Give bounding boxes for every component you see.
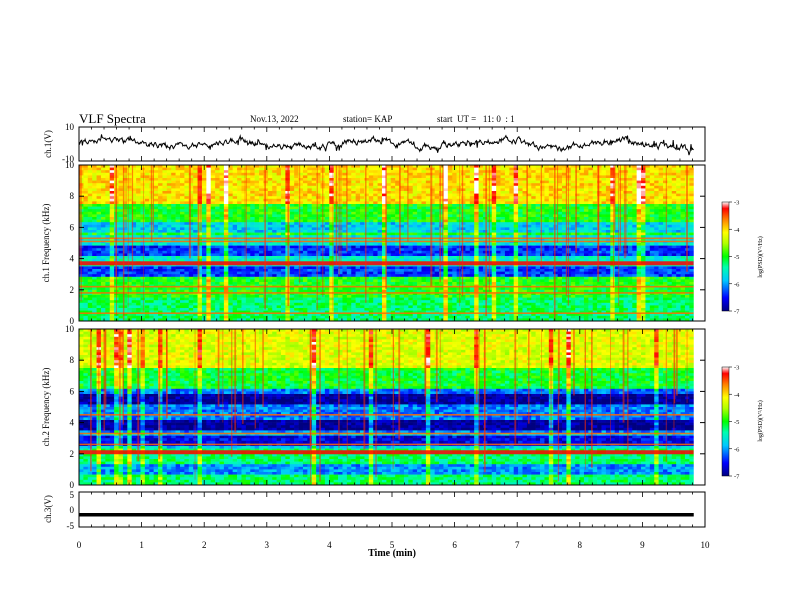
ch1-waveform-panel: 10 -10 ch.1(V) bbox=[43, 122, 706, 164]
ch1-ytick-bottom: -10 bbox=[62, 154, 74, 164]
station-label: station= KAP bbox=[343, 114, 393, 124]
ch1-waveform-trace bbox=[78, 134, 694, 156]
time-axis-label: Time (min) bbox=[368, 548, 416, 559]
colorbar-tick-label: -6 bbox=[734, 281, 740, 288]
time-tick-label: 5 bbox=[390, 540, 395, 550]
freq-tick-label: 2 bbox=[70, 449, 75, 459]
ch1-colorbar: -3 -4 -5 -6 -7 log(PSD)(V²/Hz) bbox=[721, 200, 764, 316]
time-tick-label: 1 bbox=[139, 540, 144, 550]
chart-title: VLF Spectra bbox=[79, 111, 146, 126]
ch2-spectrogram-panel: 0 2 4 6 8 10 ch.2 Frequency (kHz) bbox=[41, 324, 706, 490]
ch1-colorbar-label: log(PSD)(V²/Hz) bbox=[757, 236, 764, 277]
colorbar-tick-label: -4 bbox=[734, 227, 740, 234]
ch3-waveform-trace bbox=[79, 513, 694, 517]
ch3-ytick-bottom: -5 bbox=[67, 521, 75, 531]
colorbar-tick-label: -5 bbox=[734, 419, 739, 426]
freq-tick-label: 2 bbox=[70, 285, 75, 295]
ch2-spectrogram-ylabel: ch.2 Frequency (kHz) bbox=[41, 368, 51, 447]
time-tick-label: 9 bbox=[640, 540, 645, 550]
freq-tick-label: 0 bbox=[70, 316, 75, 326]
freq-tick-label: 4 bbox=[70, 254, 75, 264]
colorbar-tick-label: -6 bbox=[734, 446, 740, 453]
freq-tick-label: 10 bbox=[65, 160, 75, 170]
time-tick-label: 7 bbox=[515, 540, 520, 550]
ch1-freq-ticks: 0 2 4 6 8 10 bbox=[65, 160, 705, 326]
freq-tick-label: 0 bbox=[70, 480, 75, 490]
ch2-colorbar: -3 -4 -5 -6 -7 log(PSD)(V²/Hz) bbox=[721, 365, 764, 481]
colorbar-tick-label: -7 bbox=[734, 309, 740, 316]
ch2-colorbar-label: log(PSD)(V²/Hz) bbox=[757, 400, 764, 441]
colorbar-tick-label: -4 bbox=[734, 392, 740, 399]
colorbar-tick-label: -5 bbox=[734, 254, 739, 261]
freq-tick-label: 6 bbox=[70, 386, 75, 396]
time-tick-label: 4 bbox=[327, 540, 332, 550]
freq-tick-label: 4 bbox=[70, 418, 75, 428]
time-tick-label: 2 bbox=[202, 540, 207, 550]
freq-tick-label: 10 bbox=[65, 324, 75, 334]
freq-tick-label: 6 bbox=[70, 222, 75, 232]
time-tick-label: 3 bbox=[265, 540, 270, 550]
ch3-waveform-ylabel: ch.3(V) bbox=[43, 495, 53, 523]
ch3-ytick-top: 5 bbox=[70, 490, 75, 500]
colorbar-tick-label: -3 bbox=[734, 365, 739, 372]
ch3-waveform-panel: 5 0 -5 ch.3(V) bbox=[43, 490, 706, 531]
ch1-spectrogram-panel: 0 2 4 6 8 10 ch.1 Frequency (kHz) bbox=[41, 160, 706, 326]
time-tick-label: 0 bbox=[77, 540, 82, 550]
colorbar-tick-label: -3 bbox=[734, 200, 739, 207]
time-axis-ticks: 0 1 2 3 4 5 6 7 8 9 10 bbox=[77, 127, 710, 550]
ch1-waveform-ylabel: ch.1(V) bbox=[43, 130, 53, 158]
time-tick-label: 10 bbox=[701, 540, 711, 550]
time-tick-label: 8 bbox=[578, 540, 583, 550]
start-ut-label: start UT = 11: 0 : 1 bbox=[437, 114, 515, 124]
date-label: Nov.13, 2022 bbox=[250, 114, 299, 124]
ch3-ytick-mid: 0 bbox=[70, 505, 75, 515]
ch1-spectrogram-ylabel: ch.1 Frequency (kHz) bbox=[41, 204, 51, 283]
ch1-ytick-top: 10 bbox=[65, 122, 75, 132]
freq-tick-label: 8 bbox=[70, 191, 75, 201]
freq-tick-label: 8 bbox=[70, 355, 75, 365]
ch2-freq-ticks: 0 2 4 6 8 10 bbox=[65, 324, 705, 490]
time-tick-label: 6 bbox=[452, 540, 457, 550]
colorbar-tick-label: -7 bbox=[734, 474, 740, 481]
